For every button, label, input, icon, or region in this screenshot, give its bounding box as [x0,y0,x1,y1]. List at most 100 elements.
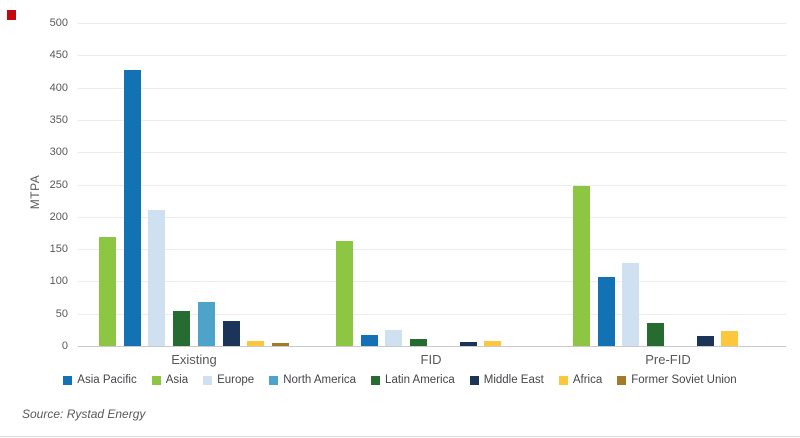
legend-swatch-icon [371,375,381,385]
legend-label: Middle East [483,374,544,386]
x-category-label: Pre-FID [645,352,691,367]
y-tick-label: 100 [49,275,68,288]
bar-asia-pacific-fid [360,335,378,346]
bar-slot [505,23,530,346]
bar-latin-america-pre-fid [647,322,665,346]
y-tick-label: 150 [49,243,68,256]
legend-item-former-soviet-union: Former Soviet Union [617,374,737,386]
y-tick-label: 200 [49,210,68,223]
bar-slot [481,23,506,346]
y-tick-label: 50 [55,307,68,320]
bar-slot [456,23,481,346]
bar-africa-fid [484,341,502,346]
x-category-label: FID [420,352,442,367]
y-tick-label: 400 [49,81,68,94]
y-tick-label: 300 [49,146,68,159]
gridline [78,313,786,315]
y-tick-label: 450 [49,49,68,62]
bar-middle-east-pre-fid [696,335,714,346]
bar-europe-existing [148,210,166,346]
bar-slot [145,23,170,346]
legend-item-middle-east: Middle East [469,374,544,386]
source-note: Source: Rystad Energy [22,407,146,421]
legend-label: Latin America [385,374,455,386]
bar-slot [194,23,219,346]
bar-slot [569,23,594,346]
bar-slot [643,23,668,346]
bar-slot [431,23,456,346]
y-tick-label: 500 [49,17,68,29]
legend-label: Asia [165,374,189,386]
bar-asia-existing [98,237,116,346]
legend: Asia Pacific Asia Europe North America Latin… [0,374,800,386]
gridline [78,216,786,218]
bar-asia-pacific-pre-fid [597,276,615,346]
legend-label: Former Soviet Union [631,374,737,386]
bar-slot [693,23,718,346]
gridline [78,55,786,57]
legend-item-europe: Europe [203,374,254,386]
bar-asia-pacific-existing [123,69,141,346]
legend-swatch-icon [469,375,479,385]
red-marker [7,10,16,20]
bar-slot [406,23,431,346]
bar-slot [742,23,767,346]
legend-item-latin-america: Latin America [371,374,455,386]
bar-group-existing [95,23,293,346]
bar-slot [594,23,619,346]
bar-africa-existing [247,341,265,346]
y-tick-label: 250 [49,178,68,191]
gridline [78,119,786,121]
bar-slot [668,23,693,346]
legend-item-asia: Asia [151,374,189,386]
legend-label: North America [283,374,357,386]
bar-slot [120,23,145,346]
bar-former-soviet-union-existing [272,343,290,346]
x-axis-baseline [78,346,786,347]
bar-north-america-existing [197,302,215,346]
bar-group-pre-fid [569,23,767,346]
plot-area [78,23,786,347]
gridline [78,249,786,251]
bar-slot [268,23,293,346]
gridline [78,152,786,154]
bar-europe-fid [385,329,403,346]
bar-slot [332,23,357,346]
legend-swatch-icon [151,375,161,385]
bar-asia-pre-fid [572,185,590,346]
gridline [78,23,786,24]
gridline [78,184,786,186]
bar-group-fid [332,23,530,346]
bar-asia-fid [335,240,353,346]
bar-slot [718,23,743,346]
bar-africa-pre-fid [721,330,739,346]
bar-slot [619,23,644,346]
gridline [78,87,786,89]
legend-label: Africa [572,374,603,386]
legend-swatch-icon [63,375,73,385]
bar-slot [169,23,194,346]
bar-slot [219,23,244,346]
bar-slot [95,23,120,346]
bar-latin-america-fid [410,338,428,346]
bottom-divider [0,436,800,437]
bar-slot [357,23,382,346]
bar-middle-east-existing [222,321,240,346]
legend-swatch-icon [203,375,213,385]
x-category-label: Existing [171,352,217,367]
legend-swatch-icon [269,375,279,385]
bar-middle-east-fid [459,342,477,346]
legend-swatch-icon [617,375,627,385]
y-tick-label: 0 [61,340,68,352]
legend-label: Europe [217,374,255,386]
legend-item-north-america: North America [269,374,356,386]
legend-swatch-icon [558,375,568,385]
legend-item-asia-pacific: Asia Pacific [63,374,137,386]
legend-label: Asia Pacific [77,374,137,386]
gridline [78,281,786,283]
bar-latin-america-existing [173,311,191,346]
bar-slot [382,23,407,346]
y-tick-label: 350 [49,113,68,126]
legend-item-africa: Africa [558,374,603,386]
